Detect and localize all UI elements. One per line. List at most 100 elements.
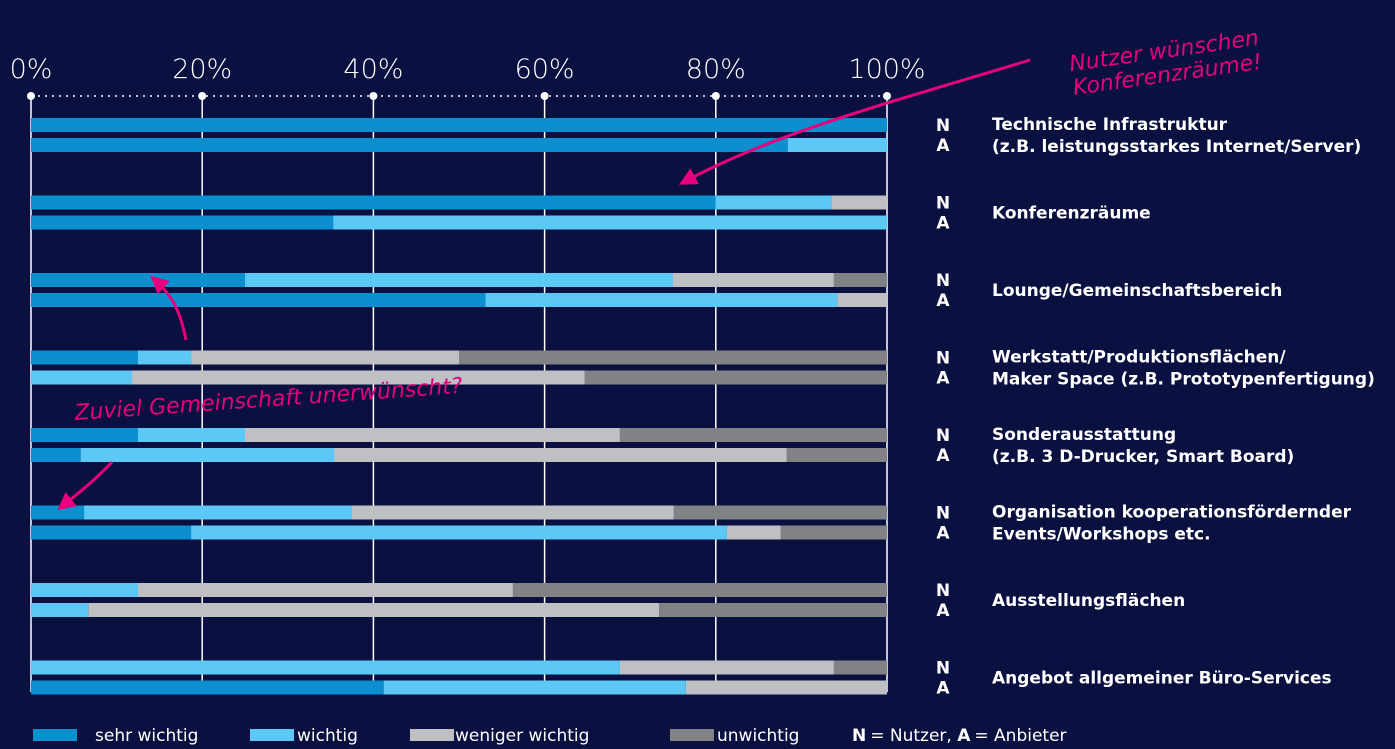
group-label: N: [936, 194, 950, 214]
bar-segment: [619, 428, 887, 442]
tick-dot: [540, 92, 549, 100]
bar-segment: [84, 505, 353, 520]
group-label: A: [936, 601, 950, 621]
category-label: Lounge/Gemeinschaftsbereich: [992, 281, 1282, 301]
bar-segment: [31, 350, 138, 365]
group-label: N: [936, 504, 950, 524]
group-label: A: [936, 136, 950, 156]
annotation-arrow: [57, 460, 114, 511]
tick-dot: [27, 92, 35, 100]
bar-segment: [485, 293, 838, 307]
legend-note: N = Nutzer, A = Anbieter: [852, 726, 1067, 746]
bar-segment: [659, 603, 887, 617]
bar-segment: [619, 660, 834, 675]
bar-segment: [833, 660, 887, 675]
bar-segment: [31, 660, 620, 675]
bar-segment: [786, 448, 887, 462]
bar-segment: [138, 583, 513, 597]
category-label: (z.B. 3 D-Drucker, Smart Board): [992, 447, 1294, 467]
bar-segment: [31, 293, 486, 307]
legend-swatch: [250, 729, 294, 741]
group-label: N: [936, 116, 950, 136]
bar-segment: [31, 603, 89, 617]
category-label: Technische Infrastruktur: [992, 115, 1228, 135]
legend-swatch: [670, 729, 714, 741]
bar-segment: [31, 195, 716, 210]
x-tick-label: 20%: [172, 54, 232, 85]
category-label: Organisation kooperationsfördernder: [992, 503, 1352, 523]
group-label: A: [936, 369, 950, 389]
group-label: A: [936, 291, 950, 311]
bar-segment: [831, 195, 887, 210]
bar-segment: [787, 138, 887, 152]
group-label: A: [936, 214, 950, 234]
legend-note-part: = Nutzer,: [870, 726, 957, 746]
bar-segment: [383, 680, 686, 695]
x-tick-label: 60%: [515, 54, 575, 85]
legend-label: unwichtig: [717, 726, 799, 746]
x-tick-label: 40%: [343, 54, 403, 85]
group-label: N: [936, 271, 950, 291]
legend-note-part: = Anbieter: [974, 726, 1066, 746]
bar-segment: [685, 680, 887, 695]
bar-segment: [334, 448, 787, 462]
bar-segment: [31, 428, 138, 442]
bar-segment: [132, 370, 585, 385]
legend-note-part: A: [957, 726, 971, 746]
legend-note-part: N: [852, 726, 866, 746]
bar-segment: [512, 583, 887, 597]
bar-segment: [715, 195, 832, 210]
bar-segment: [31, 505, 85, 520]
annotation-arrow: [150, 275, 188, 341]
tick-dot: [711, 92, 720, 100]
group-label: N: [936, 426, 950, 446]
annotation-arrow: [678, 58, 1031, 185]
bar-segment: [31, 118, 887, 132]
bar-segment: [459, 350, 887, 365]
category-label: Maker Space (z.B. Prototypenfertigung): [992, 370, 1375, 390]
group-label: A: [936, 524, 950, 544]
group-label: N: [936, 349, 950, 369]
bar-segment: [191, 350, 459, 365]
bar-segment: [31, 370, 133, 385]
legend-swatch: [33, 729, 77, 741]
bar-segment: [31, 138, 788, 152]
group-label: N: [936, 659, 950, 679]
x-tick-label: 80%: [686, 54, 746, 85]
bar-segment: [31, 583, 138, 597]
bar-segment: [673, 273, 834, 287]
bar-segment: [31, 273, 245, 287]
bar-segment: [352, 505, 674, 520]
bar-segment: [333, 215, 888, 230]
category-label: (z.B. leistungsstarkes Internet/Server): [992, 137, 1361, 157]
legend-label: wichtig: [297, 726, 358, 746]
group-label: A: [936, 446, 950, 466]
bar-segment: [31, 215, 334, 230]
category-label: Ausstellungsflächen: [992, 591, 1185, 611]
bar-segment: [726, 525, 781, 540]
category-label: Angebot allgemeiner Büro-Services: [992, 669, 1332, 689]
bar-segment: [138, 350, 192, 365]
tick-dot: [883, 92, 891, 100]
tick-dot: [198, 92, 207, 100]
group-label: A: [936, 679, 950, 699]
legend-label: weniger wichtig: [455, 726, 589, 746]
bar-segment: [31, 448, 81, 462]
bar-segment: [80, 448, 335, 462]
bar-segment: [673, 505, 887, 520]
bar-segment: [88, 603, 660, 617]
bar-segment: [245, 428, 620, 442]
x-tick-label: 100%: [848, 54, 925, 85]
bar-segment: [245, 273, 673, 287]
legend-swatch: [410, 729, 454, 741]
bar-segment: [31, 680, 384, 695]
bar-segment: [138, 428, 245, 442]
tick-dot: [369, 92, 378, 100]
bar-segment: [584, 370, 887, 385]
category-label: Events/Workshops etc.: [992, 525, 1211, 545]
x-tick-label: 0%: [10, 54, 53, 85]
bar-segment: [191, 525, 727, 540]
bar-segment: [31, 525, 192, 540]
